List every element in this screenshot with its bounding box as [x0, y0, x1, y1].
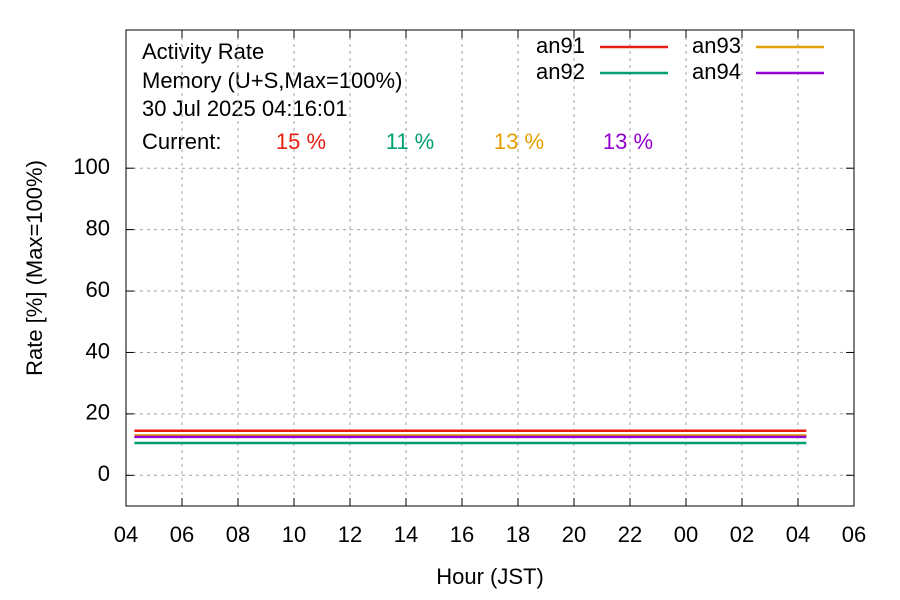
y-tick-label: 60 — [86, 277, 110, 302]
x-tick-label: 02 — [730, 522, 754, 547]
x-tick-label: 08 — [226, 522, 250, 547]
x-tick-label: 18 — [506, 522, 530, 547]
y-tick-label: 40 — [86, 338, 110, 363]
x-tick-label: 12 — [338, 522, 362, 547]
y-tick-label: 80 — [86, 215, 110, 240]
x-tick-label: 20 — [562, 522, 586, 547]
x-tick-label: 16 — [450, 522, 474, 547]
y-tick-label: 100 — [73, 154, 110, 179]
legend-label: an93 — [692, 33, 741, 58]
chart-subtitle: Memory (U+S,Max=100%) — [142, 68, 402, 93]
current-value: 13 % — [603, 129, 653, 154]
plot-frame — [125, 29, 855, 507]
x-tick-label: 10 — [282, 522, 306, 547]
y-axis-label: Rate [%] (Max=100%) — [22, 160, 47, 376]
y-tick-label: 20 — [86, 400, 110, 425]
current-value: 13 % — [494, 129, 544, 154]
x-tick-label: 04 — [786, 522, 810, 547]
timestamp: 30 Jul 2025 04:16:01 — [142, 96, 348, 121]
x-tick-label: 00 — [674, 522, 698, 547]
legend-label: an94 — [692, 59, 741, 84]
current-value: 15 % — [276, 129, 326, 154]
x-tick-label: 06 — [842, 522, 866, 547]
x-axis-label: Hour (JST) — [436, 564, 544, 589]
legend-label: an92 — [536, 59, 585, 84]
x-tick-label: 06 — [170, 522, 194, 547]
current-value: 11 % — [386, 129, 435, 154]
legend-label: an91 — [536, 33, 585, 58]
x-tick-label: 22 — [618, 522, 642, 547]
chart-title: Activity Rate — [142, 39, 264, 64]
x-tick-label: 04 — [114, 522, 138, 547]
x-tick-label: 14 — [394, 522, 418, 547]
y-tick-label: 0 — [98, 461, 110, 486]
